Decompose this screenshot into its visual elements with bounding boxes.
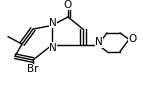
Text: N: N xyxy=(95,37,103,47)
Text: Br: Br xyxy=(27,64,39,74)
Text: N: N xyxy=(49,43,57,53)
Text: O: O xyxy=(129,34,137,44)
Text: N: N xyxy=(49,18,57,28)
Text: O: O xyxy=(64,0,72,10)
